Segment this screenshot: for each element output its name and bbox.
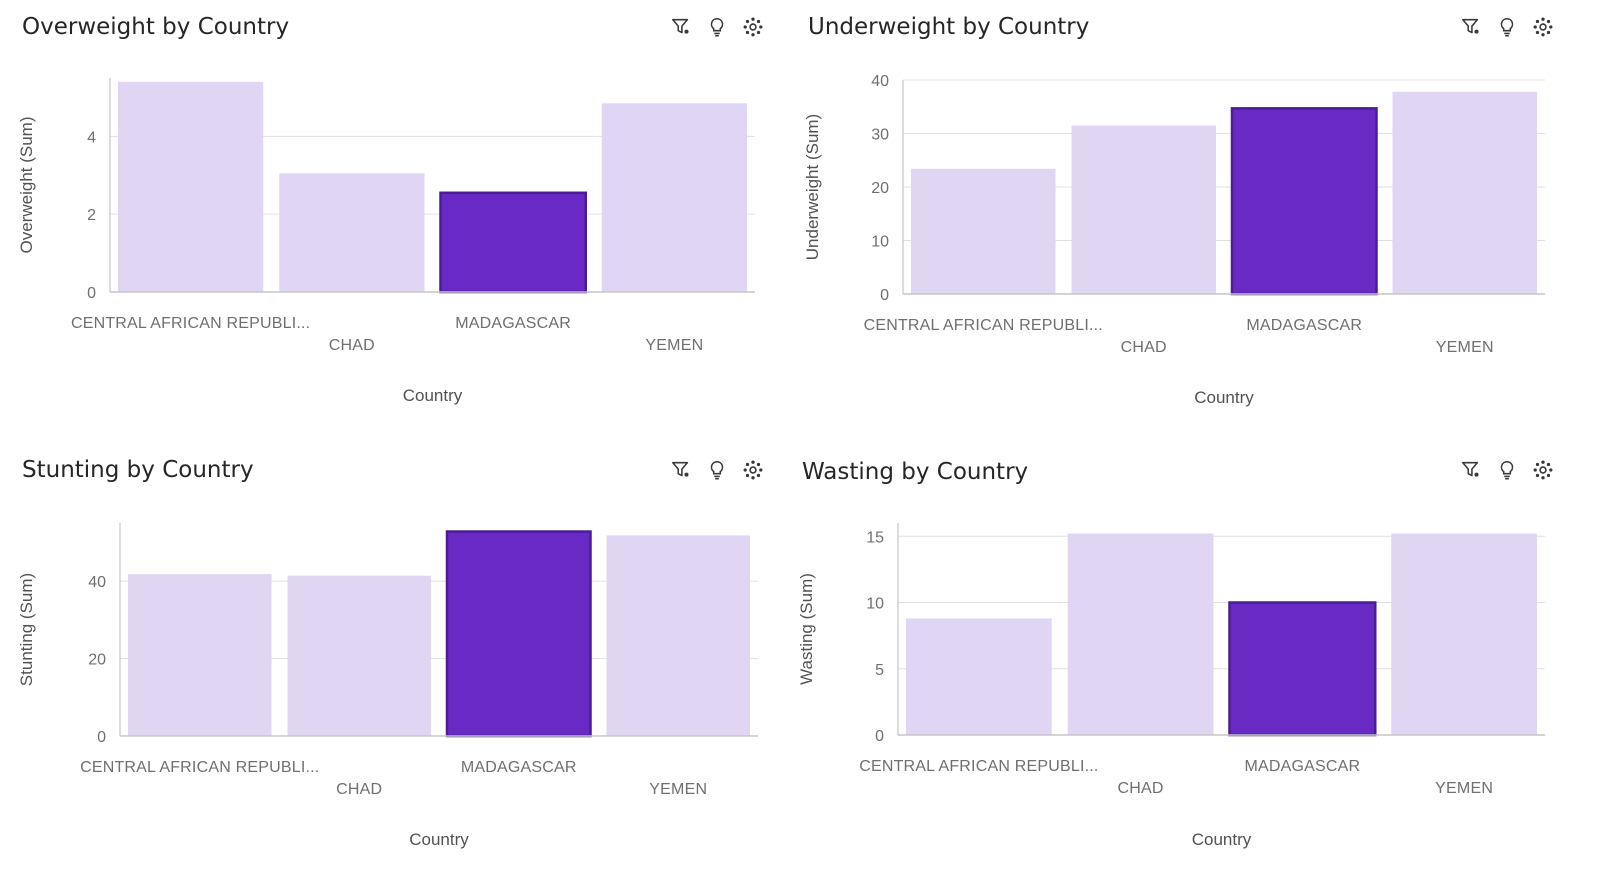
y-axis-title: Underweight (Sum) [803, 114, 822, 260]
filter-icon[interactable] [668, 457, 694, 483]
bar-madagascar[interactable] [1230, 107, 1378, 296]
bar-madagascar[interactable] [439, 191, 587, 294]
y-tick-label: 2 [87, 207, 96, 224]
y-axis-title: Overweight (Sum) [17, 117, 36, 254]
chart-title: Overweight by Country [22, 14, 290, 40]
bar-madagascar[interactable] [1228, 601, 1377, 737]
x-axis-title: Country [1192, 830, 1252, 849]
x-tick-label: YEMEN [645, 337, 703, 354]
y-tick-label: 0 [87, 285, 96, 302]
bar-central-african-republi[interactable] [911, 168, 1056, 294]
chart-panel-wasting: Wasting by Country 0 5 10 15 CENTRAL AFRICAN… [790, 443, 1580, 883]
chart-svg: 0 20 40 CENTRAL AFRICAN REPUBLI... CHAD MADAG… [17, 523, 758, 849]
x-axis-title: Country [409, 830, 469, 849]
x-tick-label: YEMEN [1436, 339, 1494, 356]
bar-yemen[interactable] [601, 103, 747, 292]
y-tick-label: 4 [87, 129, 96, 146]
x-tick-label: CENTRAL AFRICAN REPUBLI... [859, 758, 1098, 775]
bar-chad[interactable] [287, 575, 432, 736]
y-tick-label: 40 [871, 73, 889, 90]
filter-icon[interactable] [1458, 14, 1484, 40]
x-tick-label: CHAD [329, 337, 375, 354]
x-tick-label: CHAD [1121, 339, 1167, 356]
bar-central-african-republi[interactable] [128, 574, 272, 736]
lightbulb-icon[interactable] [1494, 457, 1520, 483]
y-axis-title: Wasting (Sum) [797, 573, 816, 685]
x-tick-label: MADAGASCAR [1246, 317, 1362, 334]
settings-icon[interactable] [740, 457, 766, 483]
filter-icon[interactable] [1458, 457, 1484, 483]
bar-yemen[interactable] [1391, 533, 1537, 735]
chart-panel-underweight: Underweight by Country 0 10 20 30 40 CENTRAL … [790, 0, 1580, 440]
x-axis-title: Country [1194, 388, 1254, 407]
lightbulb-icon[interactable] [704, 14, 730, 40]
x-tick-label: CENTRAL AFRICAN REPUBLI... [80, 759, 319, 776]
x-tick-label: CENTRAL AFRICAN REPUBLI... [864, 317, 1103, 334]
y-tick-label: 0 [97, 729, 106, 746]
y-tick-label: 20 [88, 652, 106, 669]
settings-icon[interactable] [1530, 457, 1556, 483]
bar-yemen[interactable] [606, 535, 751, 736]
bar-central-african-republi[interactable] [906, 618, 1052, 735]
y-tick-label: 5 [875, 662, 884, 679]
chart-svg: 0 5 10 15 CENTRAL AFRICAN REPUBLI... CHAD MADA… [797, 523, 1545, 849]
x-axis-title: Country [403, 386, 463, 405]
chart-title: Underweight by Country [808, 14, 1090, 40]
y-tick-label: 10 [871, 234, 889, 251]
settings-icon[interactable] [740, 14, 766, 40]
bar-chad[interactable] [1067, 533, 1214, 735]
chart-svg: 0 2 4 CENTRAL AFRICAN REPUBLI... CHAD MADAGAS… [17, 78, 755, 405]
chart-toolbar [1458, 14, 1556, 40]
bar-chad[interactable] [1071, 125, 1217, 294]
bar-chad[interactable] [279, 173, 425, 292]
x-tick-label: MADAGASCAR [455, 315, 571, 332]
chart-title: Wasting by Country [802, 459, 1029, 485]
bar-madagascar[interactable] [445, 530, 592, 738]
x-tick-label: CHAD [1118, 780, 1164, 797]
y-axis-title: Stunting (Sum) [17, 573, 36, 686]
chart-toolbar [668, 457, 766, 483]
chart-toolbar [1458, 457, 1556, 483]
settings-icon[interactable] [1530, 14, 1556, 40]
y-tick-label: 30 [871, 127, 889, 144]
chart-title: Stunting by Country [22, 457, 254, 483]
x-tick-label: CHAD [336, 781, 382, 798]
y-tick-label: 20 [871, 180, 889, 197]
x-tick-label: YEMEN [649, 781, 707, 798]
chart-panel-stunting: Stunting by Country 0 20 40 CENTRAL AFRICAN… [0, 443, 790, 883]
chart-svg: 0 10 20 30 40 CENTRAL AFRICAN REPUBLI... CHAD M… [803, 73, 1545, 407]
x-tick-label: YEMEN [1435, 780, 1493, 797]
x-tick-label: CENTRAL AFRICAN REPUBLI... [71, 315, 310, 332]
y-tick-label: 15 [866, 529, 884, 546]
lightbulb-icon[interactable] [1494, 14, 1520, 40]
lightbulb-icon[interactable] [704, 457, 730, 483]
chart-panel-overweight: Overweight by Country 0 2 4 CENTRAL AFRICAN… [0, 0, 790, 440]
x-tick-label: MADAGASCAR [1244, 758, 1360, 775]
y-tick-label: 40 [88, 574, 106, 591]
y-tick-label: 0 [880, 287, 889, 304]
filter-icon[interactable] [668, 14, 694, 40]
bar-central-african-republi[interactable] [118, 81, 264, 293]
y-tick-label: 10 [866, 596, 884, 613]
y-tick-label: 0 [875, 728, 884, 745]
chart-toolbar [668, 14, 766, 40]
bar-yemen[interactable] [1392, 91, 1538, 295]
x-tick-label: MADAGASCAR [461, 759, 577, 776]
